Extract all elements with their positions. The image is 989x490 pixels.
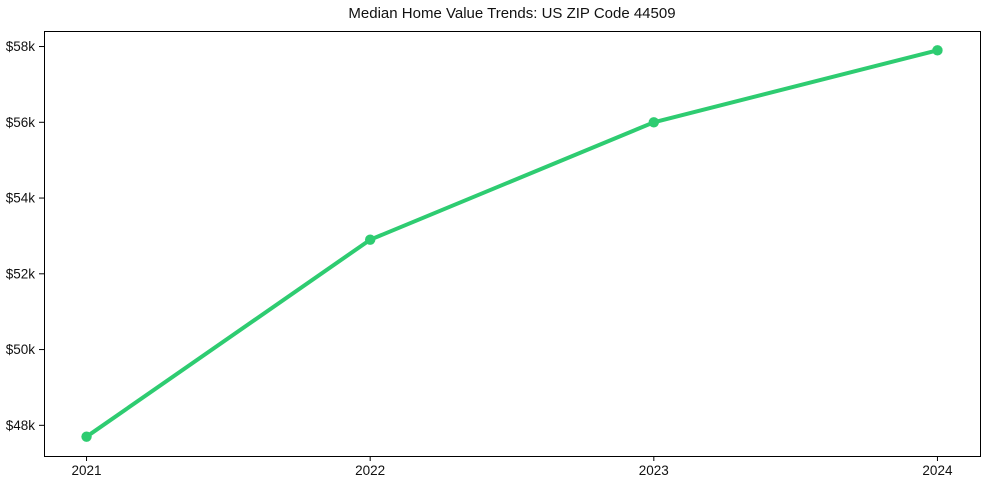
plot-frame (44, 31, 981, 457)
chart-title: Median Home Value Trends: US ZIP Code 44… (348, 5, 676, 22)
y-tick-label: $48k (6, 418, 36, 433)
y-tick-label: $52k (6, 266, 36, 281)
y-tick-label: $54k (6, 191, 36, 206)
trend-line (84, 48, 940, 439)
x-tick-label: 2024 (922, 463, 953, 478)
data-point (648, 117, 660, 128)
data-point (364, 234, 376, 245)
data-point (932, 45, 943, 56)
data-point (81, 431, 92, 442)
y-tick-label: $56k (6, 115, 36, 130)
x-tick-label: 2022 (355, 463, 385, 478)
x-tick-label: 2021 (72, 463, 102, 478)
y-tick-label: $50k (6, 342, 36, 357)
y-tick-label: $58k (6, 39, 36, 54)
x-tick-label: 2023 (639, 463, 669, 478)
